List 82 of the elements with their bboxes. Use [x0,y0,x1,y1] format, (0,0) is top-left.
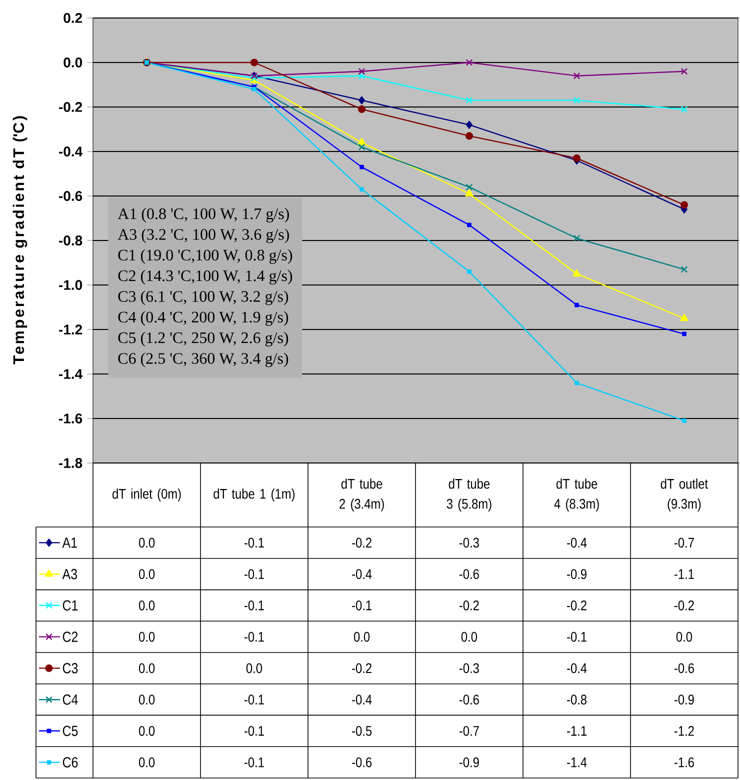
data-label: -0.6 [459,569,479,580]
data-label: -0.5 [352,726,372,736]
x-tick-label: dT tube 4 (8.3m) [554,478,599,512]
y-tick-label: -0.2 [59,102,82,112]
data-label: -1.1 [674,569,694,579]
data-label: -0.9 [674,694,694,705]
annotation: A3 (3.2 'C, 100 W, 3.6 g/s) [118,228,289,244]
data-label: -0.6 [352,757,372,768]
data-label: -0.1 [244,694,264,705]
annotation: C5 (1.2 'C, 250 W, 2.6 g/s) [118,332,288,346]
y-tick-label: -1.0 [59,280,82,290]
data-label: -0.1 [244,569,264,580]
data-label: -0.7 [674,538,694,548]
data-label: 0.0 [138,694,155,705]
data-label: -0.2 [674,600,694,610]
y-tick-label: -1.6 [59,414,82,424]
x-tick-label: dT tube 1 (1m) [214,488,295,502]
data-label: -0.6 [674,663,694,674]
x-tick-label: dT tube 2 (3.4m) [340,478,384,512]
data-label: -0.4 [352,694,372,705]
data-label: 0.0 [138,600,155,610]
y-tick-label: 0.0 [64,58,82,68]
legend-label: A3 [62,568,77,580]
data-label: -0.6 [459,694,479,705]
legend-label: A1 [62,538,77,548]
annotation: C2 (14.3 'C,100 W, 1.4 g/s) [118,270,292,284]
data-label: 0.0 [138,726,155,736]
annotation: C4 (0.4 'C, 200 W, 1.9 g/s) [118,311,288,326]
y-axis-title: Temperature gradient dT ('C) [12,116,28,364]
annotation: C3 (6.1 'C, 100 W, 3.2 g/s) [118,290,288,306]
legend-label: C2 [62,632,78,642]
data-label: -0.1 [244,726,264,736]
y-tick-label: -0.4 [59,146,83,156]
data-label: 0.0 [138,632,155,642]
data-label: -0.1 [352,600,372,610]
x-tick-label: dT inlet (0m) [112,488,181,502]
y-tick-label: -0.8 [59,236,82,246]
annotation: C1 (19.0 'C,100 W, 0.8 g/s) [118,249,292,264]
data-label: -1.1 [567,726,586,736]
data-label: -0.1 [244,600,264,610]
data-label: -0.2 [352,663,372,674]
data-label: -0.2 [567,600,586,610]
data-label: -0.1 [244,538,264,548]
data-label: -1.2 [674,726,694,736]
data-label: -0.2 [352,538,372,548]
y-tick-label: -1.8 [59,458,82,468]
data-label: 0.0 [138,757,155,768]
y-tick-label: -1.4 [59,369,83,379]
data-label: 0.0 [461,632,478,642]
data-label: -0.1 [244,757,264,768]
data-label: -0.8 [567,694,587,705]
data-label: 0.0 [354,632,370,642]
data-label: -0.1 [244,632,264,642]
y-tick-label: -0.6 [59,191,82,201]
data-label: -0.3 [459,663,479,674]
data-label: -1.4 [567,757,587,768]
data-label: -0.4 [567,538,587,548]
data-label: 0.0 [138,569,155,580]
x-tick-label: dT outlet (9.3m) [660,478,708,512]
data-label: -0.7 [459,726,479,736]
data-label: 0.0 [138,538,155,548]
annotation: A1 (0.8 'C, 100 W, 1.7 g/s) [118,208,289,222]
legend-label: C5 [62,726,78,736]
data-label: -0.3 [459,538,479,548]
y-tick-label: -1.2 [59,324,82,334]
data-label: 0.0 [246,663,262,674]
data-label: -0.1 [567,632,586,642]
legend-label: C6 [62,757,78,768]
data-label: 0.0 [138,663,155,674]
data-label: -1.6 [674,757,694,768]
legend-label: C1 [62,600,78,611]
x-tick-label: dT tube 3 (5.8m) [446,478,492,512]
data-label: -0.9 [567,569,586,580]
data-label: -0.2 [459,600,479,610]
legend-label: C3 [62,663,78,674]
legend-label: C4 [62,694,78,705]
data-label: 0.0 [676,632,692,642]
data-label: -0.4 [567,663,587,674]
data-label: -0.9 [459,757,479,768]
annotation: C6 (2.5 'C, 360 W, 3.4 g/s) [118,352,288,368]
data-label: -0.4 [352,569,372,580]
y-tick-label: 0.2 [64,13,82,23]
